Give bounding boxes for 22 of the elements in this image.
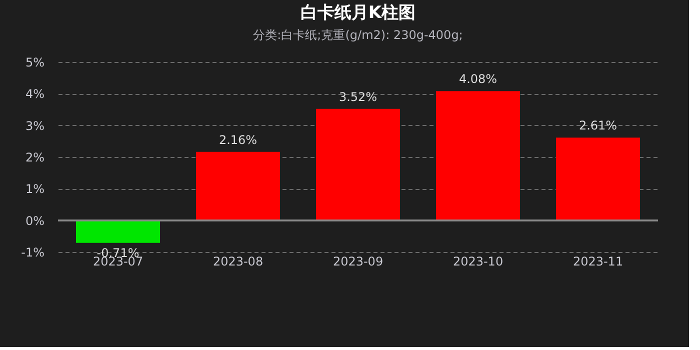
- x-tick-label: 2023-10: [452, 254, 504, 268]
- bar: [76, 220, 160, 243]
- bar: [316, 108, 400, 220]
- x-tick-label: 2023-09: [332, 254, 384, 268]
- chart-subtitle: 分类:白卡纸;克重(g/m2): 230g-400g;: [253, 28, 463, 42]
- y-tick-label: 1%: [25, 182, 44, 196]
- data-label: 2.16%: [218, 132, 258, 147]
- y-tick-label: -1%: [21, 246, 44, 260]
- y-tick-label: 4%: [25, 87, 44, 102]
- data-label: 3.52%: [338, 90, 378, 104]
- bar: [556, 138, 640, 220]
- x-tick-label: 2023-11: [572, 254, 624, 268]
- y-tick-label: 2%: [25, 150, 44, 164]
- y-tick-label: 5%: [25, 56, 44, 70]
- data-label: 2.61%: [578, 118, 618, 133]
- data-label: 4.08%: [458, 72, 498, 86]
- bar: [436, 91, 520, 220]
- y-tick-label: 3%: [25, 118, 44, 133]
- y-tick-label: 0%: [25, 214, 44, 228]
- chart-title: 白卡纸月K柱图: [300, 3, 416, 23]
- bar: [196, 152, 280, 220]
- x-tick-label: 2023-08: [212, 254, 264, 268]
